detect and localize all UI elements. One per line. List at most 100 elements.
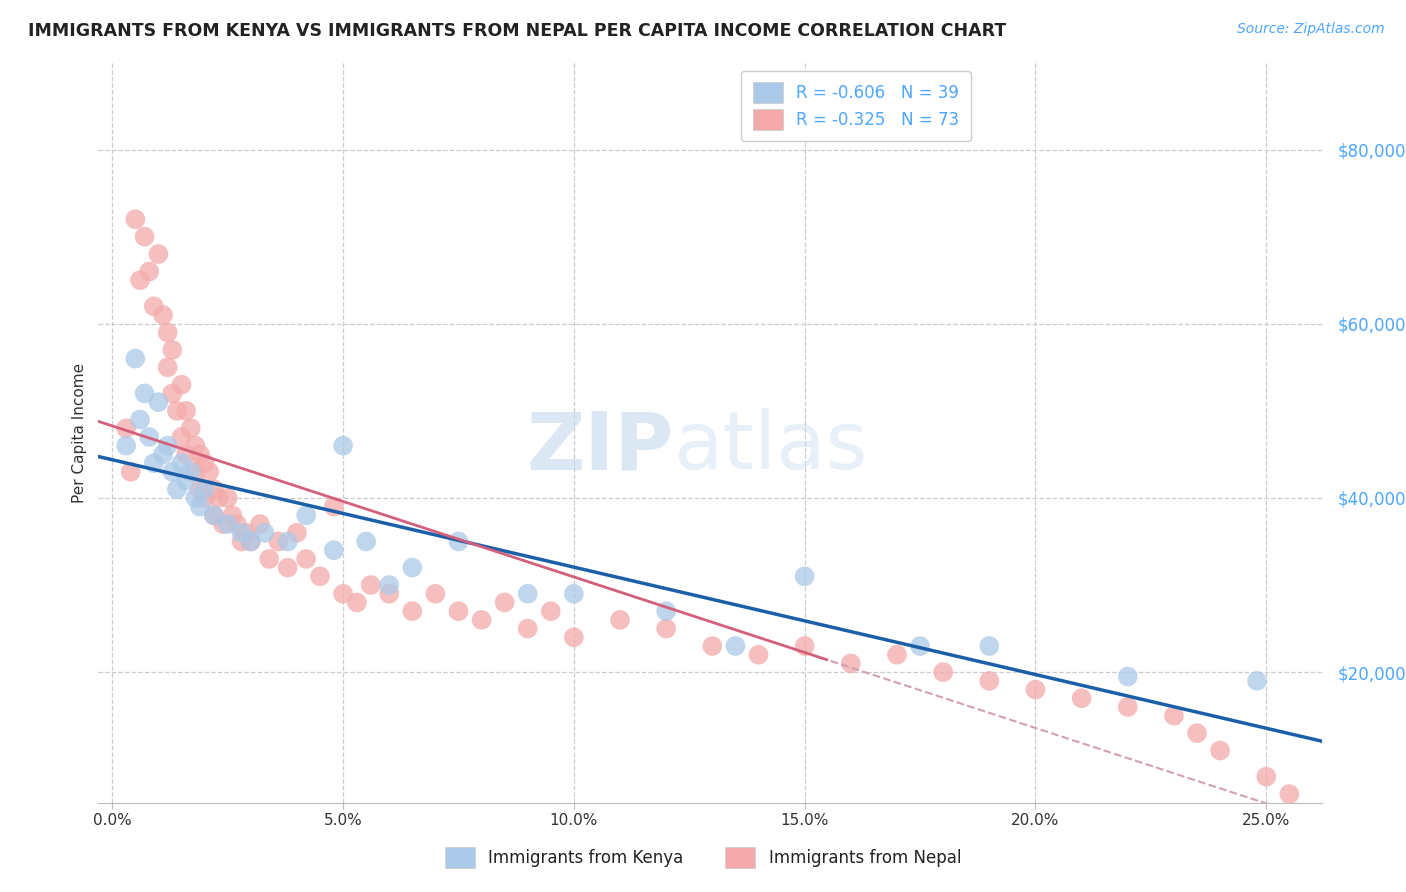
Point <box>202 508 225 523</box>
Point <box>162 343 184 357</box>
Point <box>1163 708 1185 723</box>
Point <box>277 534 299 549</box>
Point <box>180 421 202 435</box>
Point <box>724 639 747 653</box>
Point <box>655 622 678 636</box>
Point <box>285 525 308 540</box>
Point <box>166 482 188 496</box>
Text: IMMIGRANTS FROM KENYA VS IMMIGRANTS FROM NEPAL PER CAPITA INCOME CORRELATION CHA: IMMIGRANTS FROM KENYA VS IMMIGRANTS FROM… <box>28 22 1007 40</box>
Point <box>134 229 156 244</box>
Point <box>188 482 211 496</box>
Point <box>793 569 815 583</box>
Point <box>1185 726 1208 740</box>
Point <box>540 604 562 618</box>
Point <box>793 639 815 653</box>
Point <box>249 517 271 532</box>
Point <box>1116 700 1139 714</box>
Point <box>346 595 368 609</box>
Point <box>562 587 585 601</box>
Point <box>277 560 299 574</box>
Point <box>115 439 138 453</box>
Point <box>1116 669 1139 683</box>
Point <box>401 604 423 618</box>
Point <box>138 430 160 444</box>
Point <box>115 421 138 435</box>
Point <box>188 500 211 514</box>
Point <box>360 578 382 592</box>
Point <box>295 508 318 523</box>
Point <box>1256 770 1278 784</box>
Point <box>174 474 197 488</box>
Point <box>378 587 401 601</box>
Point <box>332 439 354 453</box>
Point <box>932 665 955 680</box>
Point <box>142 456 165 470</box>
Point <box>231 534 253 549</box>
Point <box>516 622 538 636</box>
Point <box>188 447 211 461</box>
Point <box>425 587 447 601</box>
Point <box>1246 673 1268 688</box>
Point <box>152 447 174 461</box>
Point <box>839 657 862 671</box>
Point <box>212 517 235 532</box>
Point <box>235 525 257 540</box>
Point <box>156 360 179 375</box>
Point <box>129 412 152 426</box>
Point <box>231 525 253 540</box>
Point <box>401 560 423 574</box>
Point <box>174 447 197 461</box>
Point <box>447 604 470 618</box>
Point <box>979 673 1001 688</box>
Point <box>886 648 908 662</box>
Point <box>156 439 179 453</box>
Point <box>332 587 354 601</box>
Point <box>447 534 470 549</box>
Point <box>120 465 142 479</box>
Point <box>138 264 160 278</box>
Point <box>152 308 174 322</box>
Point <box>702 639 724 653</box>
Point <box>378 578 401 592</box>
Point <box>170 377 193 392</box>
Point <box>322 500 344 514</box>
Point <box>148 247 170 261</box>
Point <box>166 404 188 418</box>
Text: ZIP: ZIP <box>526 409 673 486</box>
Point <box>174 404 197 418</box>
Point <box>908 639 931 653</box>
Point <box>295 552 318 566</box>
Point <box>309 569 332 583</box>
Point <box>194 482 217 496</box>
Point <box>129 273 152 287</box>
Point <box>354 534 377 549</box>
Point <box>1070 691 1092 706</box>
Point <box>124 351 146 366</box>
Text: atlas: atlas <box>673 409 868 486</box>
Point <box>239 534 262 549</box>
Text: Source: ZipAtlas.com: Source: ZipAtlas.com <box>1237 22 1385 37</box>
Point <box>655 604 678 618</box>
Point <box>239 534 262 549</box>
Point <box>162 386 184 401</box>
Point <box>225 517 247 532</box>
Point <box>198 465 221 479</box>
Legend: R = -0.606   N = 39, R = -0.325   N = 73: R = -0.606 N = 39, R = -0.325 N = 73 <box>741 70 970 142</box>
Point <box>170 430 193 444</box>
Point <box>207 491 229 505</box>
Point <box>162 465 184 479</box>
Point <box>194 491 217 505</box>
Point <box>253 525 276 540</box>
Point <box>202 482 225 496</box>
Point <box>156 326 179 340</box>
Point <box>134 386 156 401</box>
Point <box>148 395 170 409</box>
Point <box>217 491 239 505</box>
Point <box>124 212 146 227</box>
Point <box>1209 743 1232 757</box>
Legend: Immigrants from Kenya, Immigrants from Nepal: Immigrants from Kenya, Immigrants from N… <box>433 836 973 880</box>
Point <box>516 587 538 601</box>
Point <box>184 465 207 479</box>
Point <box>170 456 193 470</box>
Point <box>202 508 225 523</box>
